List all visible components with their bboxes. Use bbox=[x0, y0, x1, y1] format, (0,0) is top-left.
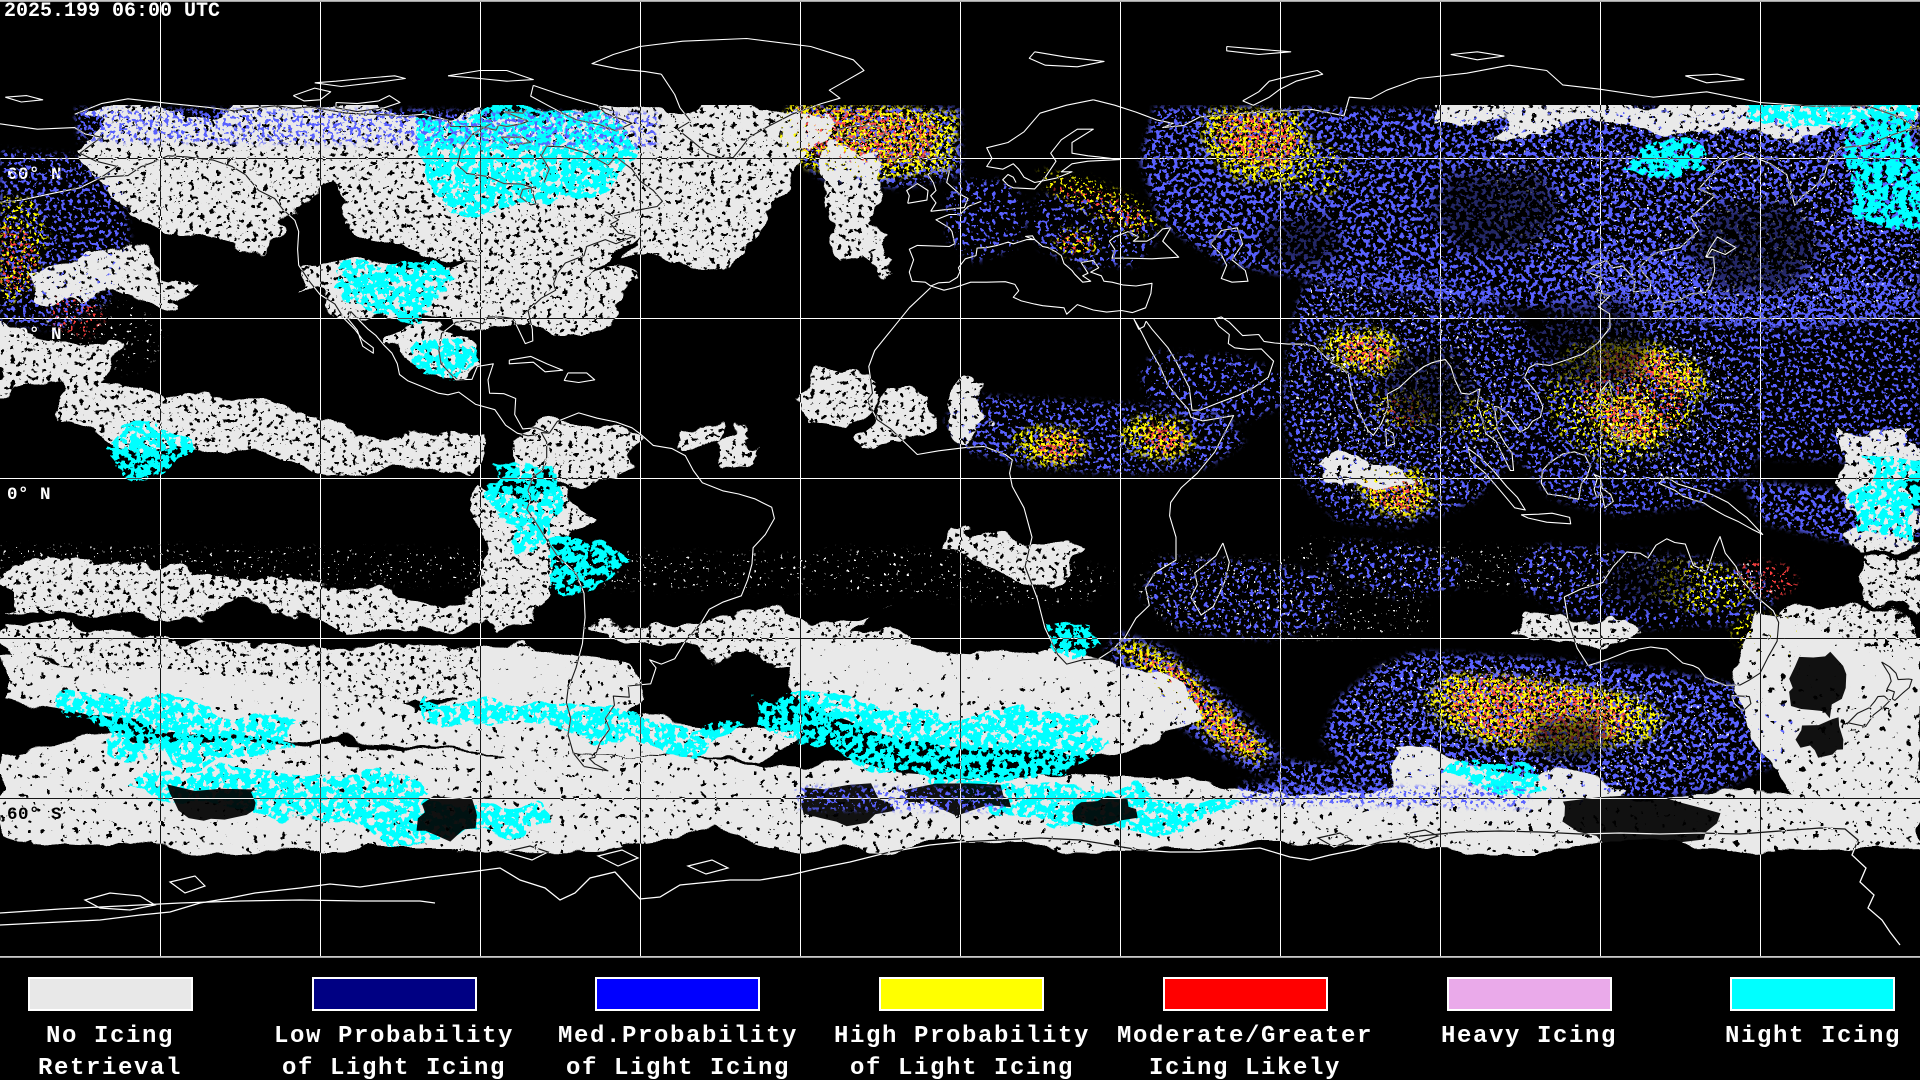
svg-text:Night Icing: Night Icing bbox=[1725, 1023, 1901, 1050]
svg-text:60° S: 60° S bbox=[7, 805, 62, 825]
svg-text:Retrieval: Retrieval bbox=[38, 1055, 182, 1080]
svg-text:Low Probability: Low Probability bbox=[274, 1023, 514, 1050]
svg-text:of Light Icing: of Light Icing bbox=[282, 1055, 506, 1080]
svg-text:No Icing: No Icing bbox=[46, 1023, 174, 1050]
svg-text:Icing Likely: Icing Likely bbox=[1149, 1055, 1341, 1080]
svg-text:Heavy Icing: Heavy Icing bbox=[1441, 1023, 1617, 1050]
svg-text:Moderate/Greater: Moderate/Greater bbox=[1117, 1023, 1373, 1050]
svg-text:High Probability: High Probability bbox=[834, 1023, 1090, 1050]
svg-text:of Light Icing: of Light Icing bbox=[566, 1055, 790, 1080]
svg-text:of Light Icing: of Light Icing bbox=[850, 1055, 1074, 1080]
svg-text:2025.199 06:00 UTC: 2025.199 06:00 UTC bbox=[4, 0, 220, 23]
svg-text:Med.Probability: Med.Probability bbox=[558, 1023, 798, 1050]
